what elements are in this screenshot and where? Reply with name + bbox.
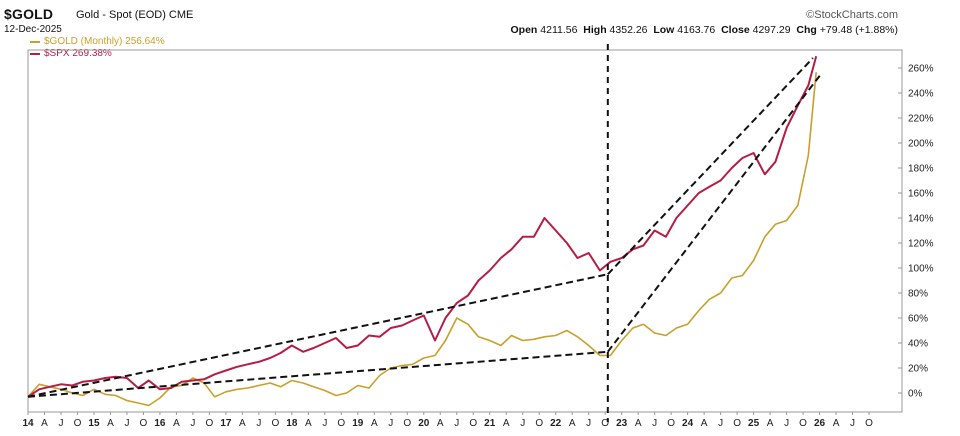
legend: $GOLD (Monthly) 256.64% $SPX 269.38% xyxy=(30,36,165,60)
x-tick-label: J xyxy=(124,418,129,429)
x-tick-label: A xyxy=(107,418,114,429)
y-tick-label: 20% xyxy=(908,364,928,375)
legend-item-spx: $SPX 269.38% xyxy=(30,48,165,60)
y-tick-label: 160% xyxy=(908,189,934,200)
x-tick-label: A xyxy=(701,418,708,429)
x-tick-label: A xyxy=(371,418,378,429)
x-tick-label: A xyxy=(569,418,576,429)
y-tick-label: 220% xyxy=(908,114,934,125)
x-tick-label: O xyxy=(733,418,741,429)
x-tick-label: O xyxy=(535,418,543,429)
x-tick-label: J xyxy=(454,418,459,429)
x-tick-label: O xyxy=(601,418,609,429)
x-tick-label: A xyxy=(833,418,840,429)
x-tick-label: O xyxy=(206,418,214,429)
legend-label-spx: $SPX 269.38% xyxy=(44,48,112,59)
y-tick-label: 60% xyxy=(908,314,928,325)
y-tick-label: 100% xyxy=(908,264,934,275)
y-tick-label: 80% xyxy=(908,289,928,300)
x-tick-label: O xyxy=(337,418,345,429)
trendline-3 xyxy=(607,57,814,275)
x-tick-label: O xyxy=(271,418,279,429)
gold-series-line xyxy=(27,72,817,407)
low-label: Low xyxy=(653,24,675,36)
x-tick-label: O xyxy=(667,418,675,429)
x-tick-label: 18 xyxy=(286,418,298,429)
x-tick-label: 25 xyxy=(748,418,760,429)
close-value: 4297.29 xyxy=(752,24,791,36)
high-value: 4352.26 xyxy=(609,24,648,36)
x-tick-label: O xyxy=(469,418,477,429)
plot-frame xyxy=(27,49,903,413)
x-tick-label: O xyxy=(74,418,82,429)
y-tick-label: 180% xyxy=(908,164,934,175)
chart-header: $GOLD Gold - Spot (EOD) CME 12-Dec-2025 … xyxy=(0,0,960,60)
x-tick-label: 26 xyxy=(814,418,826,429)
spx-series-line xyxy=(27,56,818,398)
chg-label: Chg xyxy=(796,24,817,36)
x-tick-label: O xyxy=(865,418,873,429)
x-tick-label: 24 xyxy=(682,418,694,429)
low-value: 4163.76 xyxy=(677,24,716,36)
x-tick-label: 21 xyxy=(484,418,496,429)
x-tick-label: A xyxy=(635,418,642,429)
legend-swatch-spx xyxy=(30,53,40,55)
y-tick-label: 240% xyxy=(908,89,934,100)
x-tick-label: O xyxy=(403,418,411,429)
x-tick-label: J xyxy=(388,418,393,429)
x-tick-label: 19 xyxy=(352,418,364,429)
symbol-subtitle: Gold - Spot (EOD) CME xyxy=(76,9,194,21)
y-tick-label: 40% xyxy=(908,339,928,350)
legend-item-gold: $GOLD (Monthly) 256.64% xyxy=(30,36,165,48)
chart-date: 12-Dec-2025 xyxy=(4,24,62,35)
legend-label-gold: $GOLD (Monthly) 256.64% xyxy=(44,36,165,47)
x-tick-label: J xyxy=(190,418,195,429)
trendline-1 xyxy=(27,273,609,398)
y-tick-label: 140% xyxy=(908,214,934,225)
x-tick-label: J xyxy=(58,418,63,429)
x-tick-label: J xyxy=(718,418,723,429)
x-tick-label: 16 xyxy=(154,418,166,429)
chg-value: +79.48 (+1.88%) xyxy=(819,24,898,36)
x-tick-label: 20 xyxy=(418,418,430,429)
x-tick-label: A xyxy=(173,418,180,429)
x-tick-label: A xyxy=(305,418,312,429)
y-tick-label: 0% xyxy=(908,389,923,400)
x-tick-label: A xyxy=(767,418,774,429)
x-tick-label: 23 xyxy=(616,418,628,429)
y-tick-label: 120% xyxy=(908,239,934,250)
x-tick-label: J xyxy=(322,418,327,429)
x-tick-label: A xyxy=(437,418,444,429)
x-tick-label: J xyxy=(256,418,261,429)
trendline-2 xyxy=(27,350,608,398)
brand-watermark: ©StockCharts.com xyxy=(806,9,898,21)
quote-line: Open 4211.56 High 4352.26 Low 4163.76 Cl… xyxy=(511,24,899,36)
close-label: Close xyxy=(721,24,750,36)
high-label: High xyxy=(583,24,607,36)
x-tick-label: O xyxy=(140,418,148,429)
open-label: Open xyxy=(510,24,538,36)
x-tick-label: 17 xyxy=(220,418,232,429)
open-value: 4211.56 xyxy=(540,24,578,36)
x-tick-label: 14 xyxy=(22,418,34,429)
y-tick-label: 200% xyxy=(908,139,934,150)
x-tick-label: J xyxy=(784,418,789,429)
x-tick-label: J xyxy=(586,418,591,429)
x-tick-label: A xyxy=(503,418,510,429)
x-tick-label: J xyxy=(850,418,855,429)
y-tick-label: 260% xyxy=(908,64,934,75)
x-tick-label: 15 xyxy=(88,418,100,429)
x-tick-label: A xyxy=(41,418,48,429)
legend-swatch-gold xyxy=(30,41,40,43)
x-tick-label: J xyxy=(520,418,525,429)
x-tick-label: A xyxy=(239,418,246,429)
trendline-4 xyxy=(607,73,822,353)
symbol-title: $GOLD xyxy=(4,6,54,22)
x-tick-label: 22 xyxy=(550,418,562,429)
x-tick-label: J xyxy=(652,418,657,429)
x-tick-label: O xyxy=(799,418,807,429)
